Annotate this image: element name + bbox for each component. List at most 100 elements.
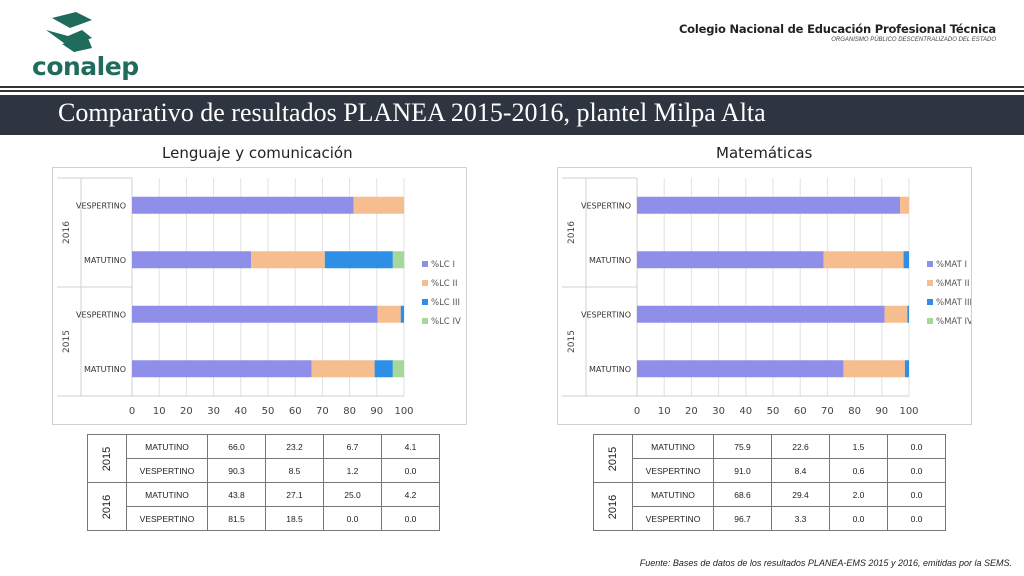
table-value-cell: 0.6 <box>829 458 888 483</box>
table-value-cell: 1.5 <box>829 434 888 459</box>
bar-segment <box>637 196 901 214</box>
x-tick-label: 100 <box>394 406 413 417</box>
legend-swatch <box>927 280 933 286</box>
table-shift-cell: VESPERTINO <box>632 458 714 483</box>
chart-title-matematicas: Matemáticas <box>716 144 813 162</box>
table-shift-cell: VESPERTINO <box>126 458 208 483</box>
bar-segment <box>907 305 909 323</box>
table-row: 2015 MATUTINO 75.9 22.6 1.5 0.0 <box>593 434 946 483</box>
category-label: MATUTINO <box>84 256 126 265</box>
bar-segment <box>900 196 909 214</box>
table-year-cell: 2015 <box>593 434 633 483</box>
legend-label: %MAT IV <box>936 317 971 327</box>
table-value-cell: 0.0 <box>323 506 382 531</box>
table-year-cell: 2016 <box>87 482 127 531</box>
bar-segment <box>251 251 325 269</box>
x-tick-label: 70 <box>316 406 329 417</box>
table-value-cell: 8.4 <box>771 458 830 483</box>
table-year-cell: 2015 <box>87 434 127 483</box>
table-value-cell: 25.0 <box>323 482 382 507</box>
table-value-cell: 3.3 <box>771 506 830 531</box>
table-row: 2016 MATUTINO 68.6 29.4 2.0 0.0 <box>593 482 946 531</box>
group-year-label: 2015 <box>62 330 72 353</box>
legend-label: %LC II <box>431 279 457 289</box>
category-label: VESPERTINO <box>76 201 126 210</box>
slide-title: Comparativo de resultados PLANEA 2015-20… <box>58 98 766 127</box>
bar-segment <box>392 360 404 378</box>
table-row: VESPERTINO 96.7 3.3 0.0 0.0 <box>594 506 946 531</box>
table-shift-cell: MATUTINO <box>632 482 714 507</box>
category-label: VESPERTINO <box>76 310 126 319</box>
table-value-cell: 2.0 <box>829 482 888 507</box>
table-row: 2016 MATUTINO 43.8 27.1 25.0 4.2 <box>87 482 440 531</box>
bar-segment <box>884 305 908 323</box>
group-year-label: 2016 <box>62 221 72 244</box>
bar-segment <box>843 360 905 378</box>
x-tick-label: 70 <box>821 406 834 417</box>
bar-segment <box>311 360 375 378</box>
legend-swatch <box>422 318 428 324</box>
logo-text: conalep <box>32 52 139 81</box>
org-subtitle: ORGANISMO PÚBLICO DESCENTRALIZADO DEL ES… <box>831 37 996 43</box>
x-tick-label: 40 <box>739 406 752 417</box>
table-shift-cell: MATUTINO <box>126 482 208 507</box>
org-name: Colegio Nacional de Educación Profesiona… <box>678 22 996 36</box>
chart-panel-lenguaje: 0 10 20 30 40 50 60 70 80 90 100 2016 VESPERTINO MATU… <box>52 167 467 425</box>
table-value-cell: 0.0 <box>887 458 946 483</box>
table-value-cell: 43.8 <box>207 482 266 507</box>
x-tick-label: 90 <box>370 406 383 417</box>
table-value-cell: 90.3 <box>207 458 266 483</box>
category-label: MATUTINO <box>84 365 126 374</box>
conalep-logo <box>46 12 92 52</box>
table-shift-cell: VESPERTINO <box>126 506 208 531</box>
chart-title-lenguaje: Lenguaje y comunicación <box>162 144 353 162</box>
table-value-cell: 29.4 <box>771 482 830 507</box>
table-value-cell: 27.1 <box>265 482 324 507</box>
legend-swatch <box>422 280 428 286</box>
category-label: VESPERTINO <box>581 310 631 319</box>
table-value-cell: 91.0 <box>713 458 772 483</box>
category-label: MATUTINO <box>589 365 631 374</box>
bar-segment <box>904 360 909 378</box>
x-tick-label: 60 <box>794 406 807 417</box>
bar-segment <box>637 305 885 323</box>
table-value-cell: 0.0 <box>887 506 946 531</box>
data-table-matematicas: 2015 MATUTINO 75.9 22.6 1.5 0.0 VESPERTINO 91.0… <box>593 434 946 531</box>
bar-segment <box>353 196 404 214</box>
bar-segment <box>374 360 393 378</box>
x-tick-label: 10 <box>153 406 166 417</box>
data-table-lenguaje: 2015 MATUTINO 66.0 23.2 6.7 4.1 VESPERTINO 90.3… <box>87 434 440 531</box>
legend-label: %MAT I <box>936 260 967 270</box>
x-tick-label: 80 <box>848 406 861 417</box>
bar-segment <box>377 305 401 323</box>
legend-label: %LC I <box>431 260 455 270</box>
x-tick-label: 0 <box>129 406 135 417</box>
source-note: Fuente: Bases de datos de los resultados… <box>639 558 1012 568</box>
legend-label: %LC IV <box>431 317 461 327</box>
x-tick-label: 60 <box>289 406 302 417</box>
group-year-label: 2015 <box>567 330 577 353</box>
bar-segment <box>132 305 378 323</box>
table-value-cell: 1.2 <box>323 458 382 483</box>
table-value-cell: 0.0 <box>887 482 946 507</box>
group-year-label: 2016 <box>567 221 577 244</box>
chart-lenguaje: 0 10 20 30 40 50 60 70 80 90 100 2016 VESPERTINO MATU… <box>57 177 461 417</box>
bar-segment <box>903 251 909 269</box>
x-tick-label: 90 <box>875 406 888 417</box>
x-tick-label: 30 <box>712 406 725 417</box>
x-tick-label: 40 <box>234 406 247 417</box>
legend-swatch <box>422 261 428 267</box>
table-value-cell: 81.5 <box>207 506 266 531</box>
x-tick-label: 10 <box>658 406 671 417</box>
table-value-cell: 8.5 <box>265 458 324 483</box>
chart-panel-matematicas: 0 10 20 30 40 50 60 70 80 90 100 2016 VESPERTINO MATU… <box>557 167 973 425</box>
table-row: VESPERTINO 91.0 8.4 0.6 0.0 <box>594 458 946 483</box>
table-value-cell: 68.6 <box>713 482 772 507</box>
legend-swatch <box>927 299 933 305</box>
x-tick-label: 80 <box>343 406 356 417</box>
table-value-cell: 75.9 <box>713 434 772 459</box>
header-rule-top <box>0 86 1024 88</box>
table-value-cell: 0.0 <box>829 506 888 531</box>
bar-segment <box>324 251 393 269</box>
x-tick-label: 50 <box>262 406 275 417</box>
